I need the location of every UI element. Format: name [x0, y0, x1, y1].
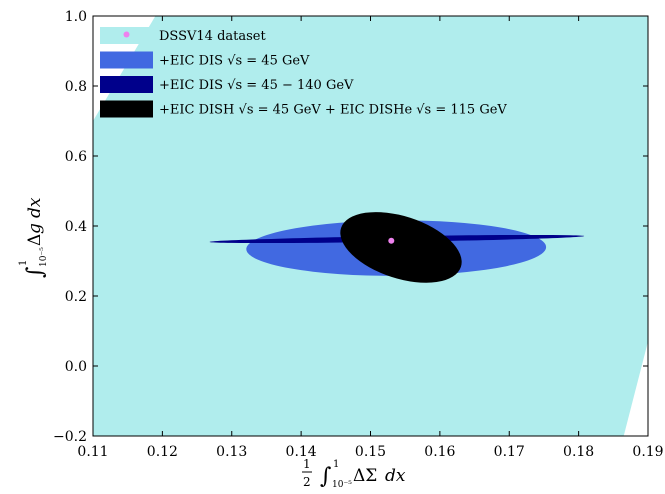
svg-text:g: g — [25, 223, 45, 234]
svg-text:1: 1 — [18, 260, 29, 266]
axis-ticks: 0.11 0.12 0.13 0.14 0.15 0.16 0.17 0.18 0.19 −0.2… — [53, 9, 664, 460]
svg-text:10⁻⁵: 10⁻⁵ — [332, 480, 352, 490]
legend-swatch — [100, 51, 153, 69]
x-tick-label: 0.12 — [147, 444, 178, 460]
y-tick-label: 0.2 — [65, 289, 87, 305]
x-tick-label: 0.16 — [424, 444, 455, 460]
legend-point-marker — [123, 31, 130, 38]
legend-item: DSSV14 dataset — [100, 27, 266, 44]
legend-item: +EIC DISH √s = 45 GeV + EIC DISHe √s = 1… — [100, 100, 507, 118]
legend-label: +EIC DIS √s = 45 − 140 GeV — [159, 78, 354, 93]
y-tick-label: 0.4 — [65, 219, 87, 235]
svg-text:10⁻⁵: 10⁻⁵ — [39, 247, 49, 267]
y-tick-label: −0.2 — [53, 429, 87, 445]
svg-text:∫: ∫ — [23, 266, 48, 278]
x-tick-label: 0.17 — [494, 444, 525, 460]
x-tick-label: 0.15 — [355, 444, 386, 460]
x-tick-label: 0.11 — [77, 444, 108, 460]
svg-text:Δ: Δ — [25, 234, 45, 246]
x-tick-label: 0.18 — [563, 444, 594, 460]
legend-label: +EIC DIS √s = 45 GeV — [159, 54, 310, 69]
y-tick-label: 0.0 — [65, 359, 87, 375]
svg-text:2: 2 — [303, 475, 311, 489]
y-axis-title: ∫ 1 10⁻⁵ Δ g dx — [18, 197, 49, 278]
central-value-point — [388, 237, 395, 244]
svg-text:ΔΣ: ΔΣ — [353, 466, 377, 486]
y-tick-label: 1.0 — [65, 9, 87, 25]
svg-text:1: 1 — [303, 457, 311, 471]
svg-text:∫: ∫ — [320, 464, 332, 489]
svg-text:dx: dx — [25, 197, 45, 218]
y-tick-label: 0.6 — [65, 149, 87, 165]
x-axis-title: 1 2 ∫ 1 10⁻⁵ ΔΣ dx — [302, 457, 406, 490]
legend-label: +EIC DISH √s = 45 GeV + EIC DISHe √s = 1… — [159, 103, 507, 118]
legend-label: DSSV14 dataset — [159, 29, 266, 44]
legend-swatch — [100, 100, 153, 118]
svg-text:1: 1 — [333, 459, 339, 470]
x-tick-label: 0.13 — [216, 444, 247, 460]
legend-item: +EIC DIS √s = 45 − 140 GeV — [100, 76, 354, 93]
x-tick-label: 0.14 — [286, 444, 317, 460]
y-tick-label: 0.8 — [65, 79, 87, 95]
x-tick-label: 0.19 — [632, 444, 663, 460]
eic-dis-h-he-ellipse — [340, 212, 462, 283]
svg-text:dx: dx — [385, 466, 406, 486]
legend-swatch — [100, 76, 153, 93]
legend-item: +EIC DIS √s = 45 GeV — [100, 51, 310, 69]
legend: DSSV14 dataset +EIC DIS √s = 45 GeV +EIC D… — [100, 27, 507, 118]
plot-area — [93, 16, 648, 436]
